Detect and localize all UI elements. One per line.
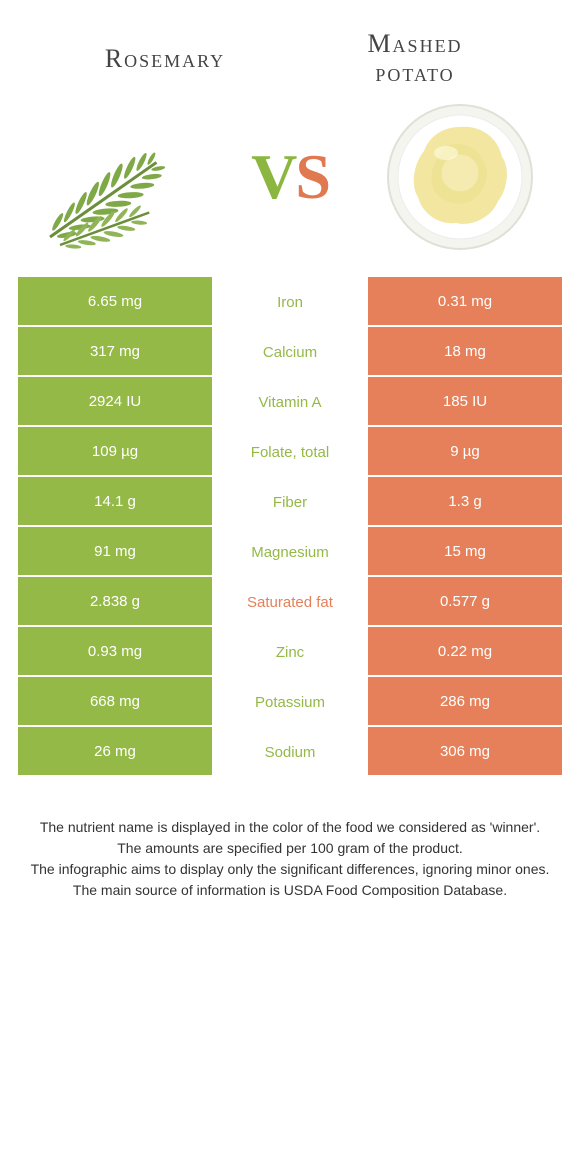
nutrient-label: Vitamin A <box>212 377 368 427</box>
nutrient-label: Fiber <box>212 477 368 527</box>
value-right: 1.3 g <box>368 477 562 527</box>
table-row: 2924 IUVitamin A185 IU <box>18 377 562 427</box>
footer-line2: The amounts are specified per 100 gram o… <box>30 838 550 859</box>
nutrient-label: Potassium <box>212 677 368 727</box>
value-right: 0.31 mg <box>368 277 562 327</box>
value-right: 15 mg <box>368 527 562 577</box>
title-right-line2: potato <box>290 59 540 88</box>
table-row: 6.65 mgIron0.31 mg <box>18 277 562 327</box>
value-left: 0.93 mg <box>18 627 212 677</box>
value-left: 317 mg <box>18 327 212 377</box>
footer-line3: The infographic aims to display only the… <box>30 859 550 880</box>
value-right: 306 mg <box>368 727 562 777</box>
value-left: 2924 IU <box>18 377 212 427</box>
nutrient-label: Calcium <box>212 327 368 377</box>
value-left: 109 µg <box>18 427 212 477</box>
table-row: 91 mgMagnesium15 mg <box>18 527 562 577</box>
header: Rosemary Mashed potato <box>0 0 580 97</box>
table-row: 26 mgSodium306 mg <box>18 727 562 777</box>
vs-v: V <box>251 141 295 212</box>
table-row: 317 mgCalcium18 mg <box>18 327 562 377</box>
value-right: 9 µg <box>368 427 562 477</box>
nutrient-label: Iron <box>212 277 368 327</box>
value-right: 0.22 mg <box>368 627 562 677</box>
nutrient-label: Zinc <box>212 627 368 677</box>
title-left: Rosemary <box>40 44 290 74</box>
value-left: 668 mg <box>18 677 212 727</box>
nutrient-label: Folate, total <box>212 427 368 477</box>
title-right: Mashed potato <box>290 30 540 87</box>
title-right-line1: Mashed <box>290 30 540 59</box>
table-row: 2.838 gSaturated fat0.577 g <box>18 577 562 627</box>
nutrient-table: 6.65 mgIron0.31 mg317 mgCalcium18 mg2924… <box>18 277 562 777</box>
vs-label: VS <box>251 140 329 214</box>
value-right: 185 IU <box>368 377 562 427</box>
value-left: 91 mg <box>18 527 212 577</box>
value-right: 286 mg <box>368 677 562 727</box>
value-left: 6.65 mg <box>18 277 212 327</box>
table-row: 14.1 gFiber1.3 g <box>18 477 562 527</box>
vs-s: S <box>295 141 329 212</box>
value-left: 26 mg <box>18 727 212 777</box>
nutrient-label: Saturated fat <box>212 577 368 627</box>
nutrient-label: Sodium <box>212 727 368 777</box>
value-left: 2.838 g <box>18 577 212 627</box>
table-row: 109 µgFolate, total9 µg <box>18 427 562 477</box>
value-right: 0.577 g <box>368 577 562 627</box>
images-row: VS <box>0 97 580 277</box>
footer-line1: The nutrient name is displayed in the co… <box>30 817 550 838</box>
value-right: 18 mg <box>368 327 562 377</box>
footer-notes: The nutrient name is displayed in the co… <box>0 777 580 901</box>
table-row: 668 mgPotassium286 mg <box>18 677 562 727</box>
mashed-potato-image <box>370 97 550 257</box>
value-left: 14.1 g <box>18 477 212 527</box>
nutrient-label: Magnesium <box>212 527 368 577</box>
table-row: 0.93 mgZinc0.22 mg <box>18 627 562 677</box>
footer-line4: The main source of information is USDA F… <box>30 880 550 901</box>
rosemary-image <box>30 97 210 257</box>
